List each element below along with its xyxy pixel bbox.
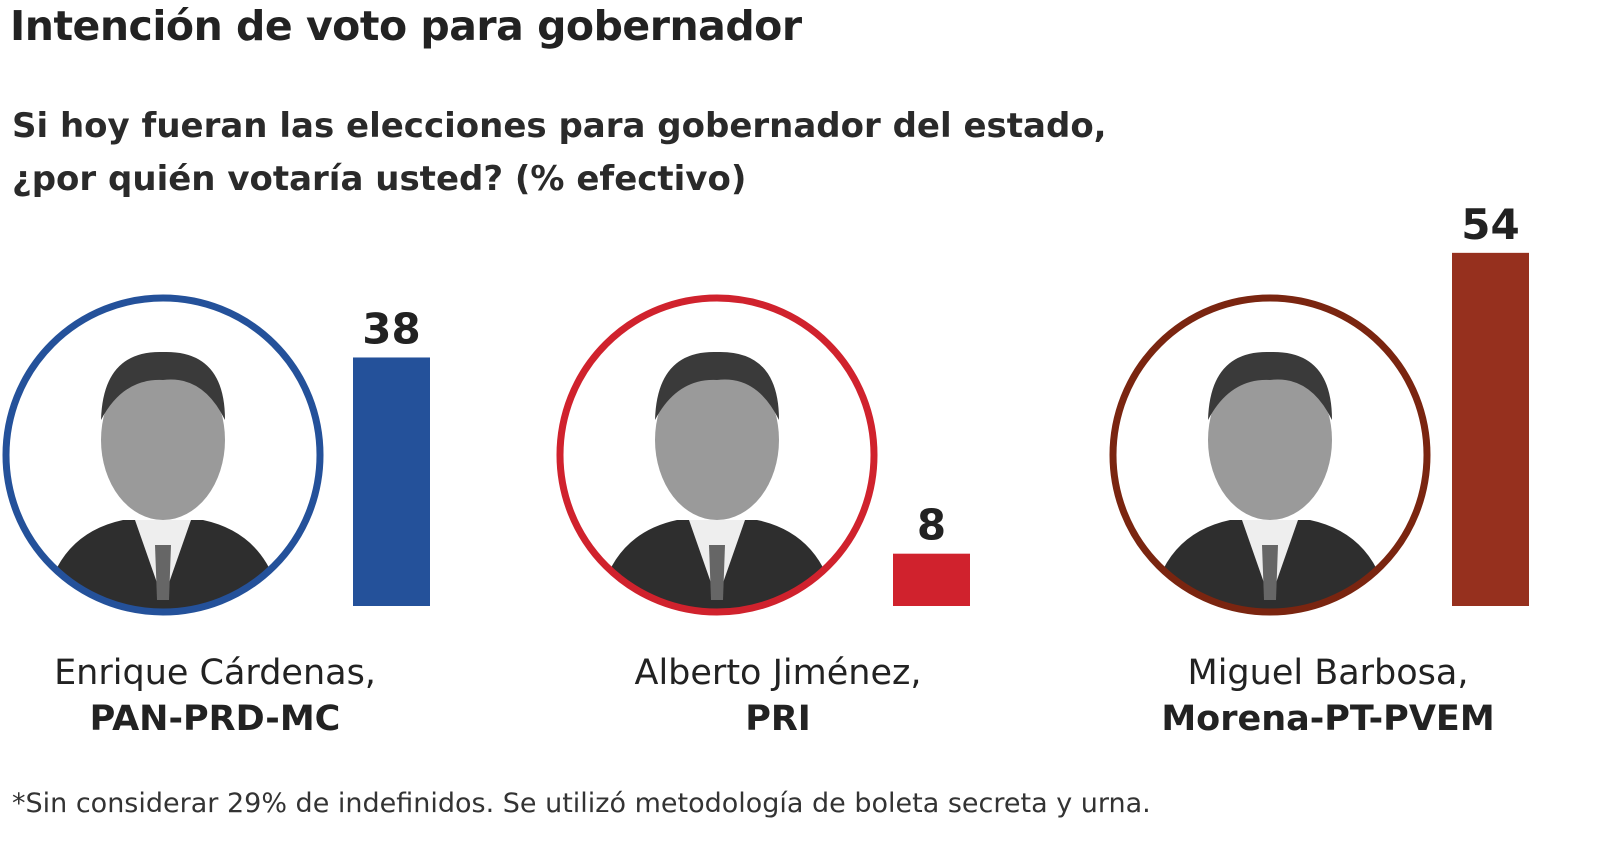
candidate-label-3: Miguel Barbosa, Morena-PT-PVEM bbox=[1078, 650, 1578, 742]
candidate-name: Miguel Barbosa, bbox=[1187, 653, 1469, 693]
candidate-party: PRI bbox=[745, 699, 811, 739]
candidate-party: Morena-PT-PVEM bbox=[1161, 699, 1495, 739]
candidate-photo bbox=[7, 299, 319, 611]
candidate-ring bbox=[556, 294, 878, 616]
candidate-ring bbox=[2, 294, 324, 616]
bar bbox=[893, 553, 970, 606]
subtitle-line-2: ¿por quién votaría usted? (% efectivo) bbox=[12, 159, 747, 199]
data-label: 38 bbox=[362, 304, 420, 353]
data-label: 54 bbox=[1461, 200, 1519, 249]
candidate-photo bbox=[561, 299, 873, 611]
bar bbox=[1452, 252, 1529, 606]
candidate-ring bbox=[1109, 294, 1431, 616]
footnote: *Sin considerar 29% de indefinidos. Se u… bbox=[12, 788, 1151, 819]
candidate-label-2: Alberto Jiménez, PRI bbox=[528, 650, 1028, 742]
chart-title: Intención de voto para gobernador bbox=[10, 2, 802, 50]
candidate-name: Enrique Cárdenas, bbox=[54, 653, 376, 693]
candidate-party: PAN-PRD-MC bbox=[89, 699, 341, 739]
candidate-label-1: Enrique Cárdenas, PAN-PRD-MC bbox=[0, 650, 465, 742]
subtitle-line-1: Si hoy fueran las elecciones para gobern… bbox=[12, 106, 1107, 146]
bar bbox=[353, 357, 430, 606]
chart-subtitle: Si hoy fueran las elecciones para gobern… bbox=[12, 100, 1107, 206]
data-label: 8 bbox=[917, 501, 946, 550]
candidate-photo bbox=[1114, 299, 1426, 611]
candidate-name: Alberto Jiménez, bbox=[634, 653, 922, 693]
